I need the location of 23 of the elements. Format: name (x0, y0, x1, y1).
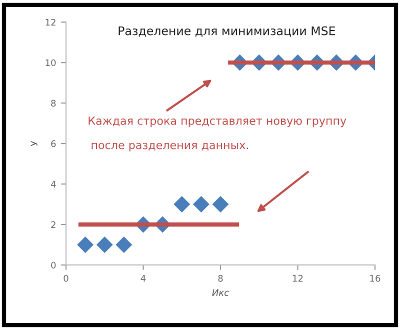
point (174, 196, 190, 212)
y-tick-label: 2 (51, 221, 56, 228)
point (96, 236, 113, 253)
x-tick-label: 0 (64, 274, 68, 282)
annotation: после разделения данных. (92, 142, 248, 152)
y-tick-label: 6 (51, 140, 56, 148)
y-tick-label: 4 (50, 180, 56, 188)
point (212, 196, 229, 212)
x-axis-title: Икс (212, 289, 229, 296)
y-tick-label: 8 (51, 100, 56, 107)
point (192, 196, 210, 212)
point (116, 236, 132, 253)
x-tick-label: 8 (218, 274, 223, 282)
x-tick-label: 12 (293, 274, 303, 282)
annotation: Каждая строка представляет новую группу (88, 116, 346, 128)
y-tick-label: 0 (51, 262, 56, 269)
y-tick-label: 12 (46, 18, 56, 26)
x-tick-label: 4 (140, 274, 146, 282)
x-tick-label: 16 (370, 274, 380, 282)
y-tick-label: 10 (46, 59, 56, 66)
y-axis-title: У (30, 140, 38, 146)
point (77, 236, 94, 253)
chart-title: Разделение для минимизации MSE (118, 26, 336, 37)
